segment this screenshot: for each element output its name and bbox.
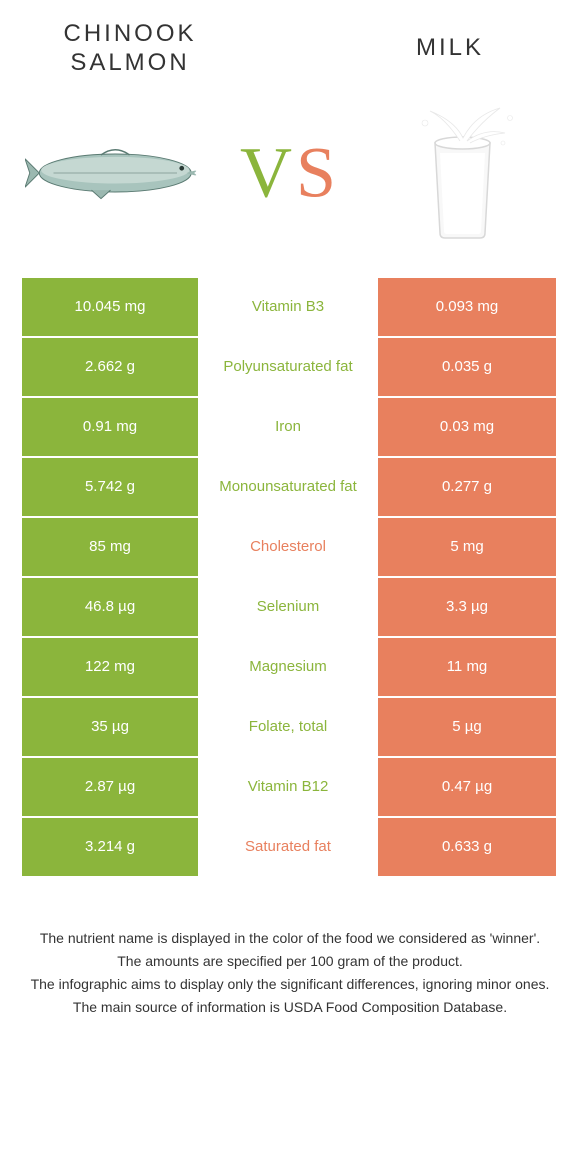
right-value-cell: 0.035 g: [378, 338, 556, 398]
table-row: 3.214 gSaturated fat0.633 g: [22, 818, 558, 878]
table-row: 35 µgFolate, total5 µg: [22, 698, 558, 758]
footer-notes: The nutrient name is displayed in the co…: [30, 928, 550, 1018]
nutrient-label-cell: Vitamin B12: [200, 758, 378, 818]
right-value-cell: 0.633 g: [378, 818, 556, 878]
right-value-cell: 5 mg: [378, 518, 556, 578]
right-value-cell: 0.093 mg: [378, 278, 556, 338]
right-value-cell: 5 µg: [378, 698, 556, 758]
right-food-title: MILK: [350, 34, 550, 63]
table-row: 2.87 µgVitamin B120.47 µg: [22, 758, 558, 818]
vs-v: V: [240, 131, 296, 214]
left-value-cell: 46.8 µg: [22, 578, 200, 638]
table-row: 5.742 gMonounsaturated fat0.277 g: [22, 458, 558, 518]
header: CHINOOK SALMON MILK: [0, 0, 580, 88]
nutrient-label-cell: Cholesterol: [200, 518, 378, 578]
nutrient-label-cell: Selenium: [200, 578, 378, 638]
left-value-cell: 3.214 g: [22, 818, 200, 878]
left-value-cell: 35 µg: [22, 698, 200, 758]
nutrient-table: 10.045 mgVitamin B30.093 mg2.662 gPolyun…: [22, 278, 558, 878]
nutrient-label-cell: Polyunsaturated fat: [200, 338, 378, 398]
footer-line: The infographic aims to display only the…: [30, 974, 550, 995]
table-row: 2.662 gPolyunsaturated fat0.035 g: [22, 338, 558, 398]
left-value-cell: 2.662 g: [22, 338, 200, 398]
right-value-cell: 0.03 mg: [378, 398, 556, 458]
nutrient-label-cell: Magnesium: [200, 638, 378, 698]
images-row: VS: [0, 88, 580, 258]
left-value-cell: 0.91 mg: [22, 398, 200, 458]
left-value-cell: 5.742 g: [22, 458, 200, 518]
table-row: 10.045 mgVitamin B30.093 mg: [22, 278, 558, 338]
table-row: 46.8 µgSelenium3.3 µg: [22, 578, 558, 638]
salmon-image: [20, 108, 220, 238]
nutrient-label-cell: Vitamin B3: [200, 278, 378, 338]
left-value-cell: 10.045 mg: [22, 278, 200, 338]
nutrient-label-cell: Iron: [200, 398, 378, 458]
nutrient-label-cell: Folate, total: [200, 698, 378, 758]
milk-glass-icon: [385, 103, 535, 243]
nutrient-label-cell: Saturated fat: [200, 818, 378, 878]
fish-icon: [25, 138, 215, 208]
vs-label: VS: [240, 131, 340, 214]
footer-line: The nutrient name is displayed in the co…: [30, 928, 550, 949]
table-row: 122 mgMagnesium11 mg: [22, 638, 558, 698]
footer-line: The main source of information is USDA F…: [30, 997, 550, 1018]
right-value-cell: 3.3 µg: [378, 578, 556, 638]
vs-s: S: [296, 131, 340, 214]
table-row: 0.91 mgIron0.03 mg: [22, 398, 558, 458]
left-value-cell: 2.87 µg: [22, 758, 200, 818]
footer-line: The amounts are specified per 100 gram o…: [30, 951, 550, 972]
left-food-title: CHINOOK SALMON: [30, 20, 230, 78]
nutrient-label-cell: Monounsaturated fat: [200, 458, 378, 518]
milk-image: [360, 108, 560, 238]
right-value-cell: 0.47 µg: [378, 758, 556, 818]
right-value-cell: 11 mg: [378, 638, 556, 698]
right-value-cell: 0.277 g: [378, 458, 556, 518]
left-value-cell: 85 mg: [22, 518, 200, 578]
left-value-cell: 122 mg: [22, 638, 200, 698]
table-row: 85 mgCholesterol5 mg: [22, 518, 558, 578]
